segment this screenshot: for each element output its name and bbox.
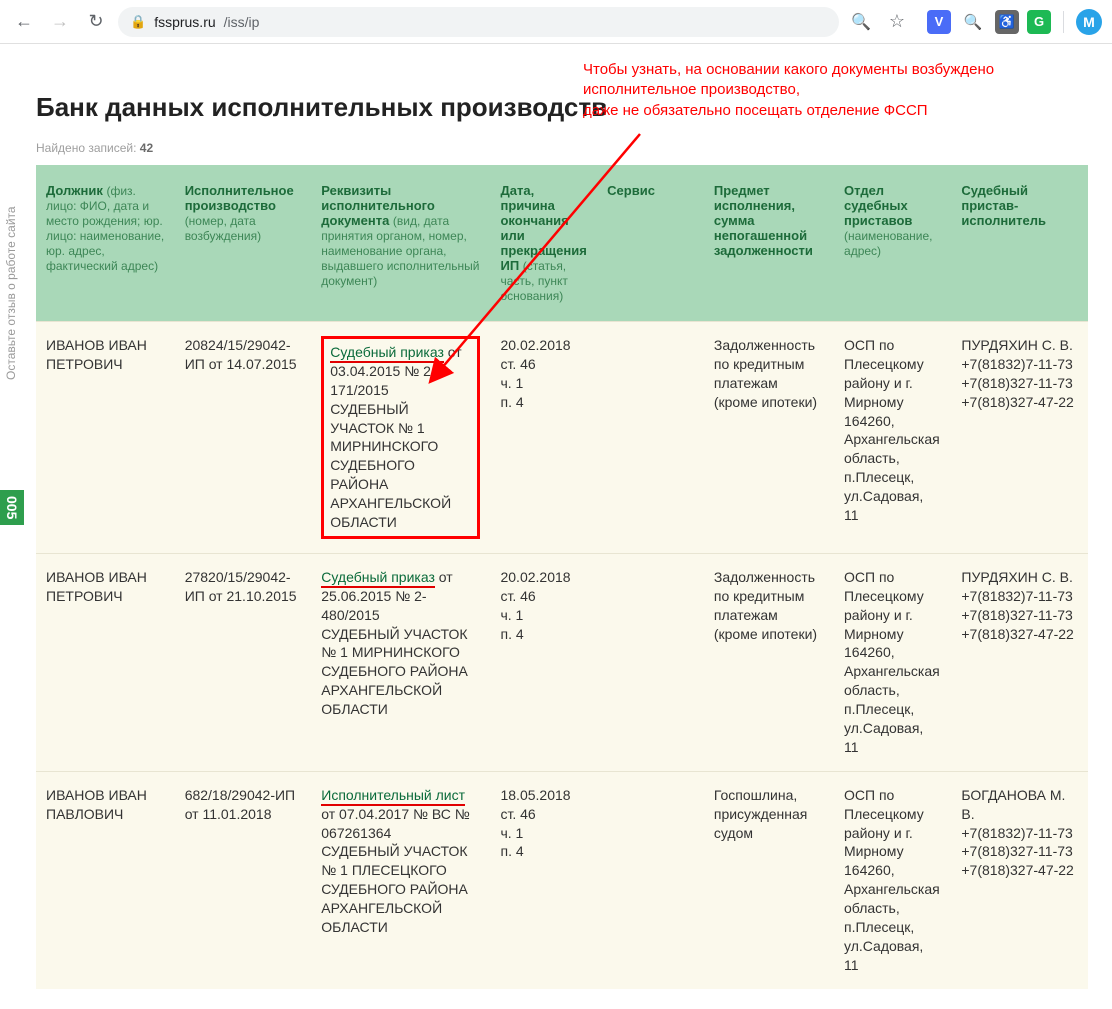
profile-avatar[interactable]: M [1076,9,1102,35]
column-header: Сервис [597,165,704,322]
subject-cell: Задолженность по кредитным платежам (кро… [704,553,834,771]
reload-button[interactable]: ↻ [82,8,110,36]
column-header: Отдел судебных приставов (наименование, … [834,165,951,322]
officer-phone: +7(818)327-47-22 [961,626,1073,642]
officer-phone: +7(818)327-11-73 [961,843,1072,859]
table-row: ИВАНОВ ИВАН ПЕТРОВИЧ20824/15/29042-ИП от… [36,322,1088,554]
records-label: Найдено записей: [36,141,136,155]
case-cell: 27820/15/29042-ИП от 21.10.2015 [175,553,312,771]
extension-search-icon[interactable]: 🔍 [959,8,987,36]
browser-toolbar: ← → ↻ 🔒 fssprus.ru/iss/ip 🔍 ☆ V 🔍 ♿ G M [0,0,1112,44]
document-details: от 07.04.2017 № ВС № 067261364 [321,806,470,841]
debtor-cell: ИВАНОВ ИВАН ПЕТРОВИЧ [36,553,175,771]
case-cell: 682/18/29042-ИП от 11.01.2018 [175,771,312,988]
results-table: Должник (физ. лицо: ФИО, дата и место ро… [36,165,1088,989]
case-cell: 20824/15/29042-ИП от 14.07.2015 [175,322,312,554]
url-path: /iss/ip [224,14,260,30]
table-header: Должник (физ. лицо: ФИО, дата и место ро… [36,165,1088,322]
page-content: Чтобы узнать, на основании какого докуме… [0,44,1112,1009]
document-type-link[interactable]: Исполнительный лист [321,787,465,806]
extension-g-icon[interactable]: G [1027,10,1051,34]
table-body: ИВАНОВ ИВАН ПЕТРОВИЧ20824/15/29042-ИП от… [36,322,1088,989]
department-cell: ОСП по Плесецкому району и г. Мирному 16… [834,322,951,554]
officer-phone: +7(818)327-11-73 [961,607,1072,623]
extension-accessibility-icon[interactable]: ♿ [995,10,1019,34]
officer-name: ПУРДЯХИН С. В. [961,569,1072,585]
url-host: fssprus.ru [154,14,215,30]
service-cell [597,553,704,771]
debtor-cell: ИВАНОВ ИВАН ПАВЛОВИЧ [36,771,175,988]
address-bar[interactable]: 🔒 fssprus.ru/iss/ip [118,7,839,37]
subject-cell: Задолженность по кредитным платежам (кро… [704,322,834,554]
issuer: СУДЕБНЫЙ УЧАСТОК № 1 ПЛЕСЕЦКОГО СУДЕБНОГ… [321,843,468,935]
star-icon[interactable]: ☆ [883,8,911,36]
annotation-line2: исполнительное производство, [583,81,800,98]
officer-name: ПУРДЯХИН С. В. [961,337,1072,353]
department-cell: ОСП по Плесецкому району и г. Мирному 16… [834,553,951,771]
document-type-link[interactable]: Судебный приказ [330,344,444,363]
document-cell: Исполнительный лист от 07.04.2017 № ВС №… [311,771,490,988]
back-button[interactable]: ← [10,8,38,36]
debtor-cell: ИВАНОВ ИВАН ПЕТРОВИЧ [36,322,175,554]
separator [1063,11,1064,33]
officer-cell: ПУРДЯХИН С. В. +7(81832)7-11-73 +7(818)327… [951,322,1088,554]
annotation-line1: Чтобы узнать, на основании какого докуме… [583,61,994,78]
lock-icon: 🔒 [130,14,146,30]
officer-phone: +7(818)327-47-22 [961,862,1073,878]
end-cell: 20.02.2018ст. 46ч. 1п. 4 [490,322,597,554]
column-header: Реквизиты исполнительного документа (вид… [311,165,490,322]
search-icon[interactable]: 🔍 [847,8,875,36]
annotation-text: Чтобы узнать, на основании какого докуме… [583,60,994,121]
officer-phone: +7(818)327-47-22 [961,394,1073,410]
column-header: Предмет исполнения, сумма непогашенной з… [704,165,834,322]
officer-name: БОГДАНОВА М. В. [961,787,1065,822]
column-header: Судебный пристав-исполнитель [951,165,1088,322]
table-row: ИВАНОВ ИВАН ПАВЛОВИЧ682/18/29042-ИП от 1… [36,771,1088,988]
records-count-value: 42 [140,141,153,155]
extension-v-icon[interactable]: V [927,10,951,34]
service-cell [597,771,704,988]
officer-phone: +7(81832)7-11-73 [961,588,1072,604]
end-cell: 20.02.2018ст. 46ч. 1п. 4 [490,553,597,771]
issuer: СУДЕБНЫЙ УЧАСТОК № 1 МИРНИНСКОГО СУДЕБНО… [330,401,451,530]
annotation-line3: даже не обязательно посещать отделение Ф… [583,102,928,119]
highlight-box: Судебный приказ от 03.04.2015 № 2-171/20… [321,336,480,539]
column-header: Дата, причина окончания или прекращения … [490,165,597,322]
service-cell [597,322,704,554]
extensions-area: V 🔍 ♿ G M [919,8,1102,36]
document-cell: Судебный приказ от 03.04.2015 № 2-171/20… [311,322,490,554]
officer-phone: +7(81832)7-11-73 [961,825,1072,841]
department-cell: ОСП по Плесецкому району и г. Мирному 16… [834,771,951,988]
table-row: ИВАНОВ ИВАН ПЕТРОВИЧ27820/15/29042-ИП от… [36,553,1088,771]
forward-button[interactable]: → [46,8,74,36]
column-header: Должник (физ. лицо: ФИО, дата и место ро… [36,165,175,322]
officer-cell: БОГДАНОВА М. В. +7(81832)7-11-73 +7(818)32… [951,771,1088,988]
column-header: Исполнительное производство (номер, дата… [175,165,312,322]
document-cell: Судебный приказ от 25.06.2015 № 2-480/20… [311,553,490,771]
end-cell: 18.05.2018ст. 46ч. 1п. 4 [490,771,597,988]
subject-cell: Госпошлина, присужденная судом [704,771,834,988]
officer-cell: ПУРДЯХИН С. В. +7(81832)7-11-73 +7(818)327… [951,553,1088,771]
issuer: СУДЕБНЫЙ УЧАСТОК № 1 МИРНИНСКОГО СУДЕБНО… [321,626,468,718]
records-count: Найдено записей: 42 [36,141,1088,155]
officer-phone: +7(81832)7-11-73 [961,356,1072,372]
officer-phone: +7(818)327-11-73 [961,375,1072,391]
document-type-link[interactable]: Судебный приказ [321,569,435,588]
